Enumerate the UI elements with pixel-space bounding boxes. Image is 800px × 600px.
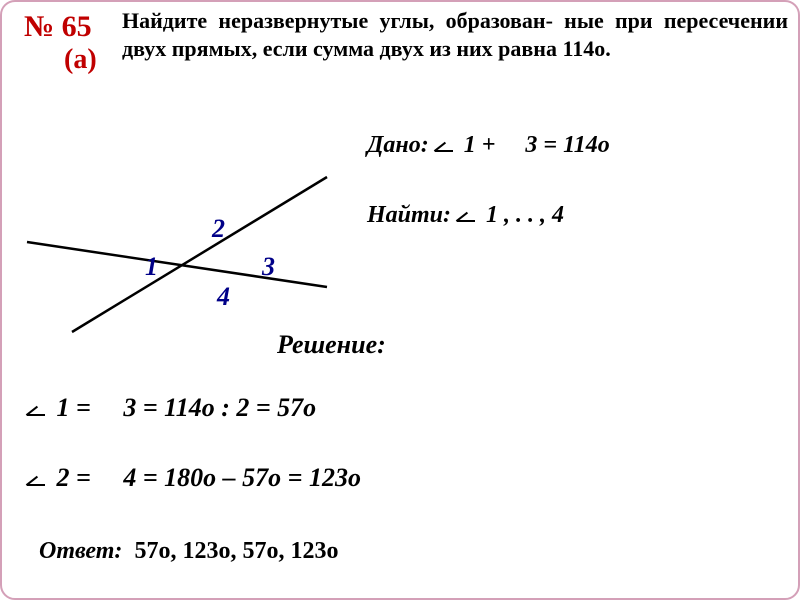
- angle-icon: [27, 472, 47, 486]
- answer-text: 57о, 123о, 57о, 123о: [134, 538, 338, 564]
- answer-label: Ответ:: [39, 538, 122, 564]
- angle-label-1: 1: [145, 252, 158, 282]
- lines-svg: [17, 142, 337, 352]
- angle-icon: [435, 138, 455, 152]
- find-label: Найти:: [367, 202, 451, 228]
- solution-line-2: 2 = 4 = 180о – 57о = 123о: [27, 462, 361, 493]
- solution-line-1: 1 = 3 = 114о : 2 = 57о: [27, 392, 316, 423]
- problem-part: (а): [64, 44, 97, 76]
- problem-text: Найдите неразвернутые углы, образован- н…: [122, 7, 788, 62]
- find-text: 1 , . . , 4: [486, 202, 564, 228]
- intersecting-lines-diagram: 2 3 1 4: [17, 142, 337, 352]
- angle-label-3: 3: [262, 252, 275, 282]
- angle-icon: [27, 402, 47, 416]
- problem-number: № 65: [24, 10, 92, 44]
- angle-icon: [457, 208, 477, 222]
- given-block: Дано: 1 + 3 = 114о: [367, 130, 788, 161]
- solution-title: Решение:: [277, 330, 386, 360]
- line-1: [27, 242, 327, 287]
- slide-container: № 65 (а) Найдите неразвернутые углы, обр…: [0, 0, 800, 600]
- answer-block: Ответ: 57о, 123о, 57о, 123о: [39, 537, 338, 566]
- find-block: Найти: 1 , . . , 4: [367, 200, 788, 231]
- given-text: 1 + 3 = 114о: [464, 132, 610, 158]
- angle-label-2: 2: [212, 214, 225, 244]
- angle-label-4: 4: [217, 282, 230, 312]
- given-label: Дано:: [367, 132, 429, 158]
- solution-text-1: 1 = 3 = 114о : 2 = 57о: [57, 393, 317, 422]
- solution-text-2: 2 = 4 = 180о – 57о = 123о: [57, 463, 361, 492]
